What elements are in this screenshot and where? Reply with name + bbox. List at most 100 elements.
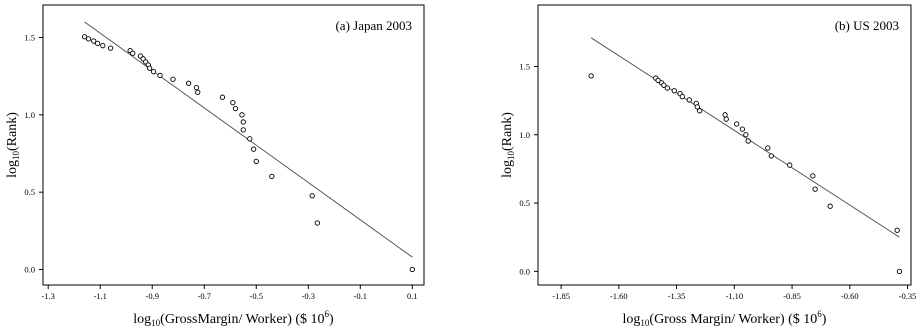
panel-japan-2003: -1.3 -1.1 -0.9 -0.7 -0.5 -0.3 -0.1 0.1 0.0 0.5 1.0… [5, 4, 425, 328]
data-point [686, 97, 692, 103]
data-point [812, 186, 818, 192]
data-point [150, 69, 157, 75]
x-tick-label: -0.3 [302, 291, 315, 301]
data-point [664, 85, 670, 91]
data-point [655, 77, 661, 84]
x-axis-label-superscript: 6 [817, 309, 822, 319]
data-point [896, 268, 903, 274]
y-axis-label-text: (Rank) [500, 112, 515, 151]
data-point [185, 80, 192, 86]
panel-title: (a) Japan 2003 [335, 18, 412, 33]
data-point [827, 203, 833, 209]
y-axis-label: log10(Rank) [500, 112, 516, 178]
y-tick-label: 1.0 [519, 130, 530, 140]
x-axis-label-superscript: 6 [325, 309, 330, 319]
x-axis-label-log: log [623, 312, 641, 327]
data-point [230, 99, 236, 106]
data-point [253, 158, 259, 165]
data-point [247, 136, 253, 142]
x-axis-label-subscript: 10 [151, 318, 161, 328]
data-point [240, 127, 246, 133]
plot-frame [537, 4, 912, 286]
x-tick-label: -1.10 [725, 291, 743, 301]
data-point [195, 89, 201, 95]
x-tick-label: -0.1 [354, 291, 367, 301]
x-axis-label-subscript: 10 [640, 318, 650, 328]
y-axis-label-subscript: 10 [506, 151, 516, 161]
x-tick-label: -0.60 [841, 291, 859, 301]
data-point [723, 116, 729, 122]
y-tick-label: 0.5 [24, 187, 35, 197]
x-axis-label-log: log [133, 312, 151, 327]
x-tick-label: -1.3 [41, 291, 54, 301]
x-tick-label: 0.1 [407, 291, 418, 301]
x-tick-label: -1.1 [93, 291, 106, 301]
data-point [170, 76, 176, 82]
data-point [679, 93, 685, 100]
x-tick-label: -0.85 [783, 291, 801, 301]
x-tick-label: -1.60 [610, 291, 628, 301]
y-tick-label: 0.0 [24, 265, 35, 275]
x-tick-label: -0.5 [250, 291, 263, 301]
x-axis-label-text: (Gross Margin/ Worker) ($ 10 [649, 312, 817, 327]
y-tick-label: 1.5 [519, 61, 530, 71]
y-tick-label: 1.5 [24, 32, 35, 42]
data-point [894, 227, 900, 233]
x-axis-label-text: (GrossMargin/ Worker) ($ 10 [160, 312, 324, 327]
data-point [240, 119, 246, 125]
data-point [107, 45, 114, 51]
data-point [100, 43, 106, 49]
x-tick-label: -0.9 [145, 291, 158, 301]
x-axis-label-close: ) [329, 312, 334, 327]
data-point [765, 145, 771, 151]
panel-us-2003: -1.85 -1.60 -1.35 -1.10 -0.85 -0.60 -0.35 0.0 0.… [500, 4, 917, 328]
data-point [314, 220, 321, 226]
data-point [787, 162, 793, 168]
fit-line [590, 37, 900, 238]
data-point [810, 173, 816, 179]
data-point [94, 40, 101, 47]
data-point [671, 88, 677, 94]
plot-frame [42, 4, 425, 286]
panel-title: (b) US 2003 [835, 18, 899, 33]
x-tick-label: -1.35 [668, 291, 686, 301]
y-tick-label: 1.0 [24, 110, 35, 120]
data-point [219, 94, 226, 100]
data-point [768, 153, 774, 159]
data-point [694, 104, 701, 110]
y-tick-label: 0.5 [519, 198, 530, 208]
x-tick-label: -0.7 [198, 291, 211, 301]
y-axis-label-log: log [5, 160, 20, 178]
x-axis-label: log10(GrossMargin/ Worker) ($ 106) [133, 309, 334, 328]
y-tick-label: 0.0 [519, 266, 530, 276]
data-point [269, 173, 275, 180]
x-tick-label: -0.35 [899, 291, 917, 301]
x-axis-label-close: ) [822, 312, 827, 327]
data-point [722, 112, 728, 118]
y-axis-label-subscript: 10 [11, 151, 21, 161]
y-axis-label-text: (Rank) [5, 112, 20, 151]
x-axis-label: log10(Gross Margin/ Worker) ($ 106) [623, 309, 827, 328]
data-point [733, 121, 740, 127]
data-point [146, 65, 153, 71]
x-tick-label: -1.85 [552, 291, 570, 301]
data-point [739, 126, 746, 132]
data-point [743, 132, 749, 138]
data-point [409, 266, 415, 273]
y-axis-label-log: log [500, 160, 515, 178]
y-axis-label: log10(Rank) [5, 112, 21, 178]
data-point [588, 73, 594, 79]
data-point [232, 105, 239, 112]
data-point [81, 34, 88, 40]
data-point [193, 84, 200, 91]
data-point [239, 112, 245, 118]
data-point [85, 36, 92, 42]
data-point [251, 146, 257, 152]
data-point [745, 138, 751, 144]
data-point [157, 72, 163, 79]
data-point [91, 38, 97, 44]
data-point [309, 193, 315, 199]
data-point [697, 108, 703, 114]
data-point [130, 50, 136, 56]
